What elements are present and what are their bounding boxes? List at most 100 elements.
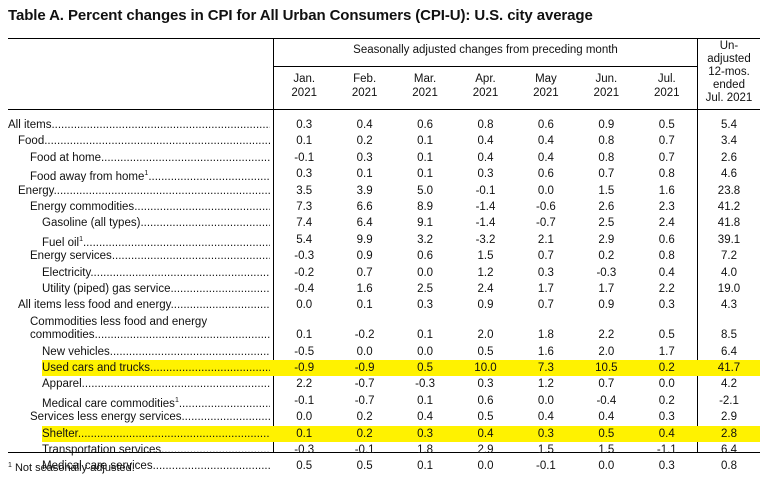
- monthly-change-cell: 0.0: [296, 299, 313, 312]
- monthly-change-cell: -0.1: [475, 184, 496, 197]
- row-label: Energy services.........................…: [30, 248, 270, 264]
- monthly-change-cell: 0.0: [417, 345, 434, 358]
- monthly-change-cell: 0.3: [394, 425, 456, 442]
- monthly-change-cell: 0.4: [356, 119, 373, 131]
- row-label-text: Transportation services: [42, 444, 162, 456]
- unadjusted-header-line: ended: [713, 79, 745, 91]
- year-label: 2021: [291, 87, 317, 99]
- monthly-change-cell: 0.4: [455, 425, 516, 442]
- row-label-text: Medical care commodities: [42, 397, 175, 409]
- monthly-change-cell: 10.5: [576, 360, 637, 376]
- leader-dots: ........................................…: [90, 266, 270, 279]
- monthly-change-cell: 0.1: [417, 151, 434, 164]
- monthly-change-cell: 1.6: [658, 184, 675, 197]
- monthly-change-cell: 5.0: [417, 184, 434, 197]
- monthly-change-cell: 0.5: [658, 119, 675, 131]
- row-label-text: Energy services: [30, 250, 112, 263]
- monthly-change-cell: 0.3: [296, 119, 313, 131]
- monthly-change-cell: 0.4: [636, 425, 697, 442]
- unadjusted-12mo-cell: 6.4: [721, 444, 737, 456]
- monthly-change-cell: 0.6: [537, 119, 554, 131]
- row-label: Energy..................................…: [18, 183, 270, 199]
- leader-dots: ........................................…: [161, 444, 270, 456]
- monthly-change-cell: 0.4: [598, 411, 615, 424]
- monthly-change-cell: 0.5: [658, 329, 675, 342]
- row-label-text: Food at home: [30, 151, 101, 164]
- unadjusted-12mo-cell: 41.7: [698, 360, 760, 376]
- monthly-change-cell: 0.6: [658, 233, 675, 246]
- monthly-change-cell: -0.3: [415, 378, 435, 391]
- monthly-change-cell: -0.4: [596, 394, 617, 407]
- table-row: Energy..................................…: [8, 183, 760, 199]
- monthly-change-cell: -0.7: [354, 394, 375, 407]
- monthly-change-cell: 2.1: [537, 233, 554, 246]
- unadjusted-12mo-cell: 6.4: [721, 345, 737, 358]
- monthly-change-cell: 0.1: [417, 460, 434, 473]
- monthly-change-cell: 2.6: [598, 201, 615, 213]
- unadjusted-12mo-cell: 19.0: [717, 283, 741, 295]
- unadjusted-12mo-cell: 2.8: [698, 425, 760, 442]
- leader-dots: ........................................…: [94, 329, 270, 342]
- monthly-change-cell: 0.0: [477, 460, 494, 473]
- monthly-change-cell: 2.4: [658, 217, 675, 230]
- table-row: Energy commodities......................…: [8, 199, 760, 215]
- monthly-change-cell: 2.9: [477, 444, 494, 456]
- leader-dots: ........................................…: [148, 171, 270, 183]
- table-row: Gasoline (all types)....................…: [8, 215, 760, 231]
- span-header: Seasonally adjusted changes from precedi…: [353, 44, 618, 56]
- monthly-change-cell: 0.1: [417, 135, 434, 148]
- monthly-change-cell: 0.7: [537, 250, 554, 263]
- month-column-header: Feb. 2021: [334, 72, 394, 100]
- monthly-change-cell: 0.0: [356, 345, 373, 358]
- monthly-change-cell: 0.6: [417, 250, 434, 263]
- monthly-change-cell: 0.1: [417, 394, 434, 407]
- monthly-change-cell: 2.2: [598, 329, 615, 342]
- monthly-change-cell: 10.0: [455, 360, 516, 376]
- leader-dots: ........................................…: [44, 135, 270, 148]
- leader-dots: ........................................…: [109, 345, 270, 358]
- monthly-change-cell: -0.1: [536, 460, 556, 473]
- year-label: 2021: [351, 87, 378, 99]
- monthly-change-cell: 3.5: [296, 184, 313, 197]
- month-label: Jul.: [657, 73, 676, 85]
- monthly-change-cell: 1.6: [356, 283, 373, 295]
- table-row: Fuel oil1...............................…: [8, 232, 760, 248]
- year-label: 2021: [533, 87, 559, 99]
- monthly-change-cell: 0.0: [658, 378, 675, 391]
- monthly-change-cell: 0.6: [537, 168, 554, 181]
- row-label-text: Apparel: [42, 378, 82, 391]
- monthly-change-cell: 0.0: [598, 460, 615, 473]
- monthly-change-cell: 0.8: [598, 135, 615, 148]
- monthly-change-cell: -0.2: [294, 266, 315, 279]
- leader-dots: ........................................…: [152, 460, 270, 473]
- row-label: commodities.............................…: [30, 327, 270, 343]
- monthly-change-cell: 2.4: [477, 283, 494, 295]
- monthly-change-cell: -3.2: [475, 233, 496, 246]
- monthly-change-cell: 2.9: [598, 233, 615, 246]
- month-label: Feb.: [353, 73, 377, 85]
- monthly-change-cell: 0.0: [537, 184, 554, 197]
- monthly-change-cell: 1.2: [477, 266, 494, 279]
- row-label: Transportation services.................…: [42, 442, 270, 458]
- row-label: Shelter.................................…: [42, 425, 270, 442]
- row-label: Apparel.................................…: [42, 376, 270, 392]
- monthly-change-cell: 1.5: [477, 250, 494, 263]
- table-row-label-line: Commodities less food and energy: [8, 314, 760, 330]
- monthly-change-cell: -0.4: [294, 283, 315, 295]
- row-label-text: All items less food and energy: [18, 299, 171, 312]
- year-label: 2021: [472, 87, 499, 99]
- table-row: Medical care services...................…: [8, 458, 760, 474]
- row-label-text: New vehicles: [42, 345, 110, 358]
- year-label: 2021: [412, 87, 438, 99]
- unadjusted-12mo-cell: 3.4: [721, 135, 737, 148]
- monthly-change-cell: -0.6: [536, 201, 556, 213]
- span-header-rule: [274, 66, 697, 67]
- monthly-change-cell: 0.7: [658, 135, 675, 148]
- monthly-change-cell: 2.5: [417, 283, 434, 295]
- monthly-change-cell: 0.3: [417, 299, 434, 312]
- month-column-header: Jul. 2021: [637, 72, 697, 100]
- row-label-text: Gasoline (all types): [42, 217, 141, 230]
- monthly-change-cell: 1.6: [537, 345, 554, 358]
- monthly-change-cell: 0.3: [537, 266, 554, 279]
